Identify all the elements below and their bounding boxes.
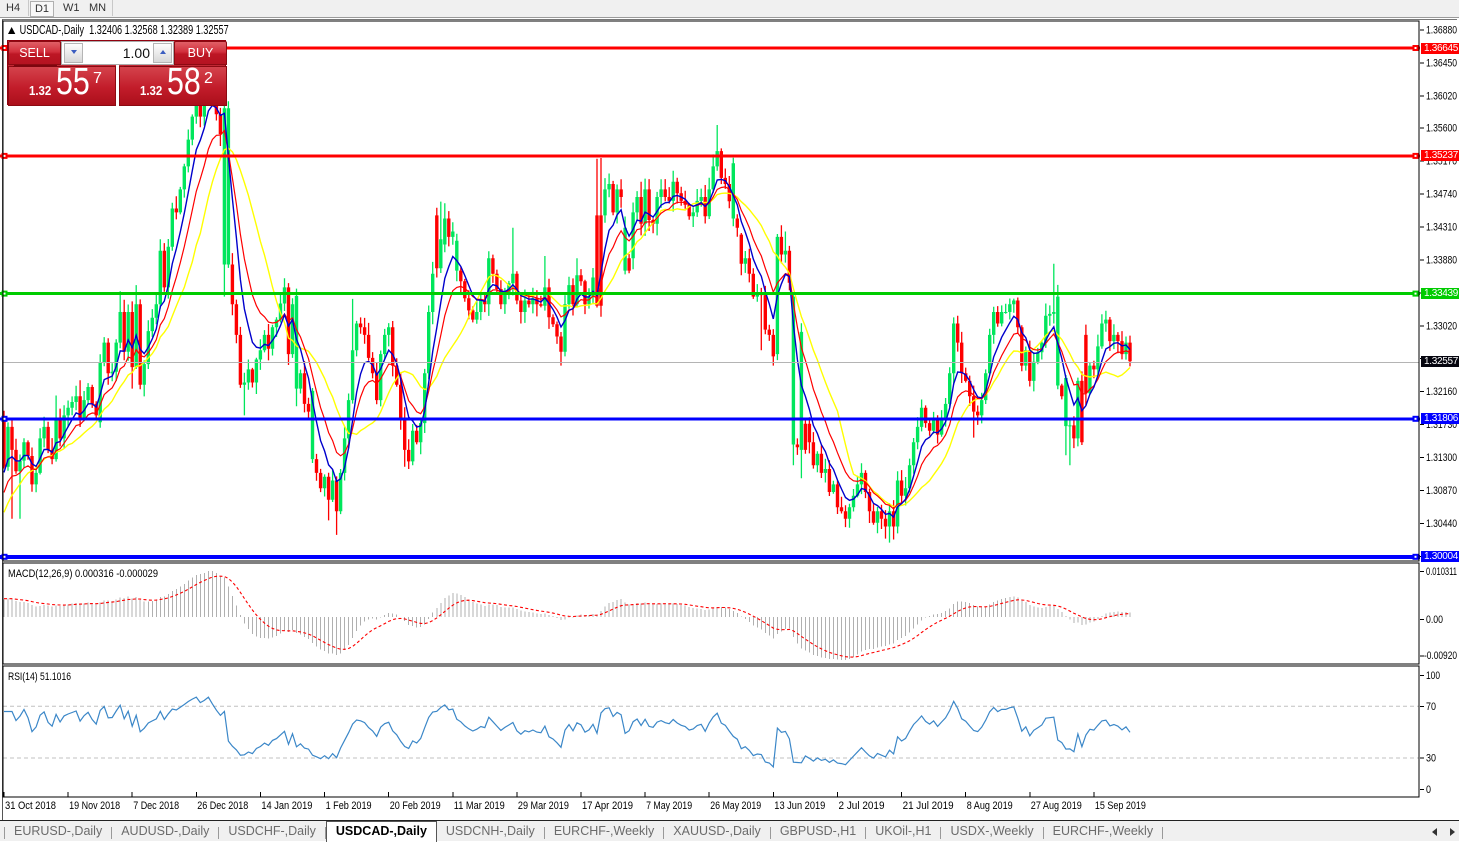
svg-text:17 Apr 2019: 17 Apr 2019 — [582, 800, 633, 812]
svg-text:100: 100 — [1426, 670, 1440, 682]
svg-text:13 Jun 2019: 13 Jun 2019 — [774, 800, 825, 812]
svg-text:19 Nov 2018: 19 Nov 2018 — [69, 800, 120, 812]
svg-text:30: 30 — [1426, 753, 1436, 765]
svg-text:8 Aug 2019: 8 Aug 2019 — [967, 800, 1013, 812]
svg-text:1.36450: 1.36450 — [1426, 57, 1457, 69]
svg-text:1.33020: 1.33020 — [1426, 320, 1457, 332]
svg-text:27 Aug 2019: 27 Aug 2019 — [1031, 800, 1082, 812]
svg-text:29 Mar 2019: 29 Mar 2019 — [518, 800, 569, 812]
svg-text:1.33880: 1.33880 — [1426, 254, 1457, 266]
svg-text:1 Feb 2019: 1 Feb 2019 — [326, 800, 372, 812]
svg-text:1.36880: 1.36880 — [1426, 25, 1457, 37]
svg-text:11 Mar 2019: 11 Mar 2019 — [454, 800, 505, 812]
svg-text:RSI(14) 51.1016: RSI(14) 51.1016 — [8, 671, 71, 683]
svg-text:26 Dec 2018: 26 Dec 2018 — [197, 800, 248, 812]
svg-text:1.30870: 1.30870 — [1426, 485, 1457, 497]
svg-text:26 May 2019: 26 May 2019 — [710, 800, 761, 812]
svg-text:0: 0 — [1426, 784, 1431, 796]
svg-text:1.34740: 1.34740 — [1426, 189, 1457, 201]
svg-text:7 May 2019: 7 May 2019 — [646, 800, 692, 812]
svg-text:0.00: 0.00 — [1426, 614, 1443, 626]
svg-text:21 Jul 2019: 21 Jul 2019 — [903, 800, 954, 812]
svg-text:14 Jan 2019: 14 Jan 2019 — [261, 800, 312, 812]
svg-text:20 Feb 2019: 20 Feb 2019 — [390, 800, 441, 812]
svg-text:7 Dec 2018: 7 Dec 2018 — [133, 800, 179, 812]
svg-text:1.34310: 1.34310 — [1426, 221, 1457, 233]
svg-text:31 Oct 2018: 31 Oct 2018 — [5, 800, 56, 812]
svg-text:70: 70 — [1426, 701, 1436, 713]
svg-text:15 Sep 2019: 15 Sep 2019 — [1095, 800, 1146, 812]
svg-text:2 Jul 2019: 2 Jul 2019 — [839, 800, 885, 812]
svg-text:1.30440: 1.30440 — [1426, 518, 1457, 530]
svg-text:1.32160: 1.32160 — [1426, 386, 1457, 398]
svg-text:1.36020: 1.36020 — [1426, 90, 1457, 102]
svg-text:1.35600: 1.35600 — [1426, 123, 1457, 135]
svg-text:0.010311: 0.010311 — [1426, 566, 1457, 578]
svg-text:-0.00920: -0.00920 — [1424, 650, 1457, 662]
svg-text:1.31300: 1.31300 — [1426, 452, 1457, 464]
svg-text:MACD(12,26,9) 0.000316 -0.0000: MACD(12,26,9) 0.000316 -0.000029 — [8, 568, 158, 580]
